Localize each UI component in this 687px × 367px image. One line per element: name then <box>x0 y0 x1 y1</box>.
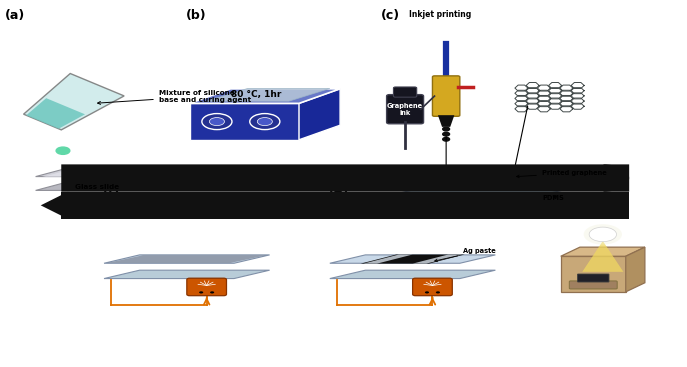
Circle shape <box>210 291 214 294</box>
Polygon shape <box>190 103 299 140</box>
Polygon shape <box>26 98 85 129</box>
Text: Graphene
ink: Graphene ink <box>387 103 423 116</box>
Polygon shape <box>561 247 645 256</box>
Circle shape <box>584 224 622 244</box>
Polygon shape <box>190 89 340 103</box>
Polygon shape <box>413 255 462 264</box>
Polygon shape <box>378 174 566 183</box>
Circle shape <box>258 117 272 126</box>
Polygon shape <box>330 255 495 263</box>
Text: (e): (e) <box>328 185 349 198</box>
Polygon shape <box>299 89 340 140</box>
FancyBboxPatch shape <box>187 278 227 296</box>
Circle shape <box>64 166 76 172</box>
Circle shape <box>202 113 232 130</box>
Polygon shape <box>107 255 266 263</box>
Polygon shape <box>419 174 525 184</box>
Polygon shape <box>36 183 159 190</box>
Text: Mixture of silicone
base and curing agent: Mixture of silicone base and curing agen… <box>98 90 251 104</box>
Text: (f): (f) <box>102 185 120 198</box>
Polygon shape <box>36 169 159 177</box>
Polygon shape <box>207 88 330 101</box>
Polygon shape <box>561 256 626 292</box>
Polygon shape <box>363 255 413 264</box>
Text: 80 °C, 1hr: 80 °C, 1hr <box>232 90 282 99</box>
Polygon shape <box>583 241 623 272</box>
Circle shape <box>199 291 203 294</box>
Text: Ag paste: Ag paste <box>435 248 496 262</box>
Circle shape <box>436 291 440 294</box>
FancyBboxPatch shape <box>387 95 424 124</box>
FancyBboxPatch shape <box>432 76 460 116</box>
Polygon shape <box>104 255 269 263</box>
Polygon shape <box>41 192 68 219</box>
FancyBboxPatch shape <box>578 274 609 282</box>
Text: Glass slide: Glass slide <box>75 184 120 190</box>
Circle shape <box>442 127 449 131</box>
Circle shape <box>442 137 449 141</box>
Circle shape <box>425 291 429 294</box>
Circle shape <box>589 227 616 242</box>
Text: Inkjet printing: Inkjet printing <box>409 11 471 19</box>
Polygon shape <box>330 270 495 279</box>
Text: (c): (c) <box>381 9 401 22</box>
FancyBboxPatch shape <box>570 281 617 289</box>
Text: Printed graphene: Printed graphene <box>517 170 607 178</box>
Circle shape <box>210 117 225 126</box>
Polygon shape <box>378 189 566 199</box>
Circle shape <box>250 113 280 130</box>
Circle shape <box>442 132 449 136</box>
FancyBboxPatch shape <box>413 278 452 296</box>
Text: (d): (d) <box>518 185 539 198</box>
Polygon shape <box>438 115 454 127</box>
Polygon shape <box>626 247 645 292</box>
Text: Encapsulation: Encapsulation <box>107 200 168 209</box>
Polygon shape <box>104 270 269 279</box>
Polygon shape <box>23 73 124 130</box>
Text: (a): (a) <box>5 9 25 22</box>
Wedge shape <box>603 164 629 192</box>
Text: Contact formation: Contact formation <box>333 200 412 209</box>
Circle shape <box>56 147 70 155</box>
Text: (b): (b) <box>186 9 207 22</box>
FancyBboxPatch shape <box>61 164 629 192</box>
FancyBboxPatch shape <box>394 87 417 97</box>
Text: Photonic sintering: Photonic sintering <box>521 200 601 209</box>
Polygon shape <box>41 170 153 177</box>
Polygon shape <box>361 255 464 264</box>
Text: PDMS: PDMS <box>542 195 563 200</box>
Bar <box>61 192 629 219</box>
Circle shape <box>71 181 82 186</box>
